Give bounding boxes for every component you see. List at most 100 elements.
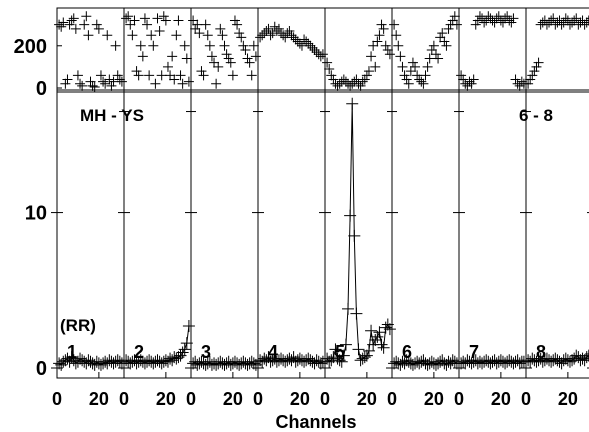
top-data-point — [150, 78, 161, 89]
top-data-point — [98, 76, 109, 87]
x-tick-label: 20 — [223, 389, 243, 409]
top-data-point — [60, 78, 71, 89]
data-point — [339, 338, 352, 351]
top-data-point — [211, 78, 222, 89]
top-data-point — [259, 28, 270, 39]
x-tick-label: 0 — [387, 389, 397, 409]
top-data-point — [345, 80, 356, 91]
top-data-point — [451, 19, 462, 30]
data-point — [329, 343, 342, 356]
panel-label: 6 — [402, 342, 412, 362]
top-data-point — [123, 11, 134, 22]
data-point — [371, 330, 384, 343]
top-data-point — [456, 70, 467, 81]
top-data-point — [250, 51, 261, 62]
data-point — [358, 351, 371, 364]
x-tick-label: 0 — [320, 389, 330, 409]
x-tick-label: 20 — [491, 389, 511, 409]
top-data-point — [420, 70, 431, 81]
top-data-point — [83, 30, 94, 41]
top-data-point — [395, 51, 406, 62]
top-data-point — [162, 61, 173, 72]
top-data-point — [447, 15, 458, 26]
top-y-tick-label: 0 — [36, 78, 47, 100]
top-data-point — [301, 36, 312, 47]
top-data-point — [188, 15, 199, 26]
main-y-tick-label: 10 — [25, 203, 47, 225]
title-left: MH - YS — [80, 106, 144, 125]
top-data-point — [495, 15, 506, 26]
top-data-point — [303, 38, 314, 49]
top-data-point — [328, 74, 339, 85]
top-data-point — [544, 17, 555, 28]
top-data-point — [315, 51, 326, 62]
top-data-point — [380, 40, 391, 51]
top-data-point — [504, 15, 515, 26]
top-data-point — [443, 23, 454, 34]
top-data-point — [102, 30, 113, 41]
top-data-point — [234, 28, 245, 39]
data-point — [381, 318, 394, 331]
top-data-point — [204, 40, 215, 51]
top-data-point — [361, 70, 372, 81]
top-data-point — [428, 40, 439, 51]
top-data-point — [125, 19, 136, 30]
top-data-point — [466, 78, 477, 89]
top-data-point — [349, 76, 360, 87]
data-point — [337, 349, 350, 362]
top-data-point — [403, 78, 414, 89]
top-data-point — [104, 74, 115, 85]
top-data-point — [412, 70, 423, 81]
top-data-point — [209, 57, 220, 68]
top-data-point — [433, 53, 444, 64]
data-point — [176, 346, 189, 359]
top-data-point — [121, 13, 132, 24]
top-data-point — [548, 13, 559, 24]
top-data-point — [202, 30, 213, 41]
top-data-point — [271, 26, 282, 36]
top-data-point — [426, 45, 437, 55]
top-data-point — [410, 61, 421, 72]
top-data-point — [106, 80, 117, 91]
top-data-point — [351, 74, 362, 85]
top-data-point — [114, 74, 125, 85]
data-point — [314, 357, 327, 370]
top-data-point — [399, 70, 410, 81]
top-data-point — [261, 26, 272, 36]
top-data-point — [135, 40, 146, 51]
top-data-point — [146, 30, 157, 41]
top-data-point — [366, 51, 377, 62]
top-data-point — [305, 40, 316, 51]
top-data-point — [137, 51, 148, 62]
top-data-point — [148, 40, 159, 51]
top-data-point — [338, 74, 349, 85]
data-point — [65, 351, 78, 364]
top-data-point — [472, 15, 483, 26]
x-tick-label: 0 — [253, 389, 263, 409]
top-data-point — [541, 19, 552, 30]
top-data-point — [334, 78, 345, 89]
top-data-point — [468, 74, 479, 85]
top-data-point — [389, 19, 400, 30]
top-data-point — [529, 66, 540, 77]
top-data-point — [556, 19, 567, 30]
data-point — [362, 344, 375, 357]
x-tick-label: 0 — [119, 389, 129, 409]
top-data-point — [91, 19, 102, 30]
top-data-point — [165, 70, 176, 81]
top-data-point — [284, 26, 295, 36]
top-data-point — [508, 13, 519, 24]
top-data-point — [393, 40, 404, 51]
top-data-point — [430, 49, 441, 60]
x-tick-label: 0 — [454, 389, 464, 409]
top-data-point — [514, 80, 525, 91]
top-data-point — [290, 34, 301, 45]
top-data-point — [278, 30, 289, 41]
top-data-point — [232, 19, 243, 30]
top-data-point — [110, 40, 121, 51]
data-point — [174, 349, 187, 362]
data-point — [344, 209, 357, 222]
top-data-point — [441, 40, 452, 51]
data-point — [360, 349, 373, 362]
